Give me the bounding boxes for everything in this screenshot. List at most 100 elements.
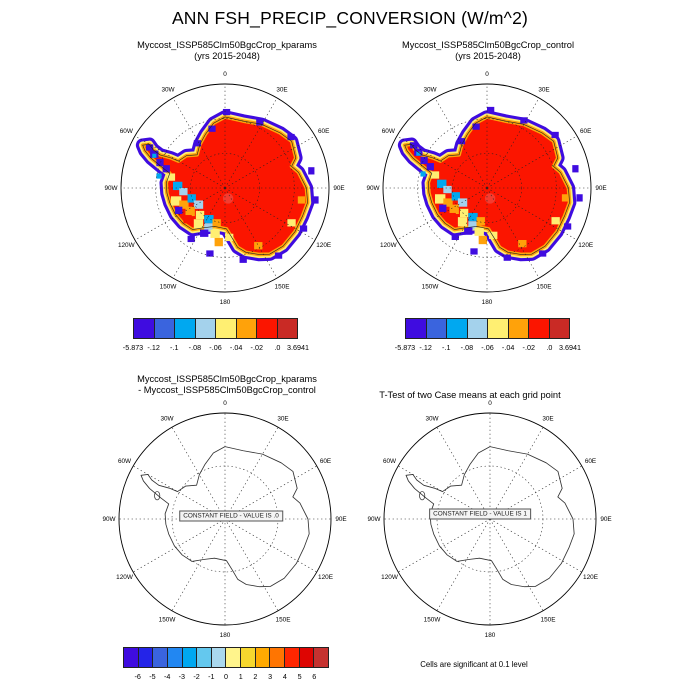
meridian-gridline: [134, 187, 226, 241]
colorbar-cells: [133, 318, 298, 339]
colorbar-cell: [174, 319, 195, 338]
longitude-label: 60E: [585, 458, 596, 465]
panel-title-line2: (yrs 2015-2048): [455, 50, 521, 61]
constant-field-label-ttest: CONSTANT FIELD - VALUE IS 1: [429, 508, 531, 520]
significance-footnote: Cells are significant at 0.1 level: [420, 660, 528, 669]
colorbar-tick-label: 3.6941: [287, 343, 309, 352]
continent-layer: [397, 106, 583, 262]
panel-title-line2: (yrs 2015-2048): [194, 50, 260, 61]
colorbar-cells: [123, 647, 329, 668]
meridian-gridline: [489, 518, 582, 573]
panel-title-line1: Myccost_ISSP585Clm50BgcCrop_kparams: [137, 40, 317, 50]
colorbar-cell: [276, 319, 297, 338]
longitude-label: 120W: [116, 574, 134, 581]
colorbar-cell: [240, 648, 255, 667]
latitude-gridline: [417, 118, 557, 258]
panel-title-line2: - Myccost_ISSP585Clm50BgcCrop_control: [138, 384, 316, 395]
meridian-gridline: [486, 187, 578, 241]
longitude-label: 150E: [276, 617, 291, 624]
colorbar-tick-label: 0: [224, 672, 228, 681]
colorbar-cell: [269, 648, 285, 667]
colorbar-tick-label: -4: [163, 672, 171, 681]
coastline: [140, 446, 310, 588]
colorbar-cell: [134, 319, 154, 338]
meridian-gridline: [396, 187, 488, 241]
meridian-gridline: [434, 187, 488, 279]
longitude-label: 120W: [118, 242, 136, 249]
colorbar-tick-label: -.02: [522, 343, 535, 352]
colorbar-tick-label: .0: [274, 343, 281, 352]
colorbar-cell: [235, 319, 256, 338]
meridian-gridline: [224, 187, 316, 241]
colorbar-cell: [466, 319, 487, 338]
coastline: [404, 116, 570, 255]
longitude-label: 60W: [383, 458, 397, 465]
panel-title-top-right: Myccost_ISSP585Clm50BgcCrop_control (yrs…: [338, 40, 638, 61]
figure-title: ANN FSH_PRECIP_CONVERSION (W/m^2): [171, 8, 529, 28]
colorbar-tick-label: -.12: [147, 343, 160, 352]
longitude-label: 90W: [367, 516, 381, 523]
colorbar-tick-label: -2: [193, 672, 200, 681]
colorbar-tick-label: -.1: [170, 343, 179, 352]
meridian-gridline: [398, 465, 491, 520]
latitude-gridline: [436, 465, 544, 573]
longitude-label: 30E: [276, 86, 287, 93]
colorbar-cell: [284, 648, 299, 667]
colorbar-labels: -5.873 -.12 -.1 -.08 -.06 -.04 -.02 .0 3.6941: [395, 343, 581, 353]
coastline: [405, 446, 575, 588]
longitude-label: 180: [220, 632, 231, 639]
longitude-label: 60W: [118, 458, 132, 465]
meridian-gridline: [224, 518, 317, 573]
colorbar-tick-label: 4: [282, 672, 287, 681]
longitude-label: 120W: [380, 242, 398, 249]
meridian-gridline: [396, 135, 488, 189]
continent-layer: [405, 446, 575, 588]
longitude-label: 0: [488, 400, 492, 407]
colorbar-cell: [194, 319, 215, 338]
longitude-label: 90E: [333, 185, 344, 192]
map-boundary: [120, 83, 330, 293]
panel-title-bottom-left: Myccost_ISSP585Clm50BgcCrop_kparams - My…: [77, 374, 377, 395]
colorbar-tick-label: -.1: [442, 343, 451, 352]
colorbar-cell: [210, 648, 226, 667]
longitude-label: 90W: [104, 185, 118, 192]
colorbar-labels: -6 -5 -4 -3 -2 -1 0 1 2 3 4 5 6: [123, 672, 329, 682]
colorbar-tick-label: 2: [253, 672, 258, 681]
colorbar-cell: [152, 648, 167, 667]
longitude-label: 30W: [160, 416, 174, 423]
longitude-label: 60W: [382, 128, 396, 135]
colorbar-difference: -6 -5 -4 -3 -2 -1 0 1 2 3 4 5 6: [123, 647, 329, 682]
colorbar-tick-label: -1: [208, 672, 215, 681]
colorbar-tick-label: 6: [312, 672, 317, 681]
colorbar-tick-label: -.08: [460, 343, 474, 352]
constant-field-label-difference: CONSTANT FIELD - VALUE IS .0: [179, 510, 283, 522]
colorbar-cell: [446, 319, 467, 338]
continent-layer: [135, 108, 319, 263]
colorbar-tick-label: -5.873: [122, 343, 144, 352]
meridian-gridline: [486, 187, 540, 279]
meridian-gridline: [486, 97, 540, 189]
panel-title-line1: Myccost_ISSP585Clm50BgcCrop_control: [401, 40, 575, 50]
colorbar-cell: [548, 319, 569, 338]
colorbar-tick-label: -3: [178, 672, 186, 681]
island-outline: [154, 491, 161, 501]
colorbar-cell: [137, 648, 153, 667]
colorbar-tick-label: -5: [149, 672, 156, 681]
longitude-label: 150W: [159, 617, 177, 624]
colorbar-cell: [298, 648, 314, 667]
colorbar-cell: [215, 319, 236, 338]
colorbar-labels: -5.873 -.12 -.1 -.08 -.06 -.04 -.02 .0 3.6941: [123, 343, 309, 353]
antarctica-map-ttest: 0 30E 60E 90E 120E 150E 180 150W 120W 90W 60W 30W: [367, 400, 611, 639]
longitude-label: 120E: [583, 574, 598, 581]
antarctica-map-kparams: 0 30E 60E 90E 120E 150E 180 150W 120W 90W 60W 30W: [104, 71, 344, 306]
map-boundary: [118, 412, 332, 626]
longitude-label: 90W: [102, 516, 116, 523]
colorbar-tick-label: -.04: [229, 343, 243, 352]
longitude-label: 30E: [277, 416, 288, 423]
colorbar-tick-label: -.08: [188, 343, 202, 352]
longitude-label: 60E: [318, 128, 329, 135]
longitude-label: 90E: [335, 516, 346, 523]
colorbar-tick-label: -.02: [250, 343, 263, 352]
colorbar-cell: [166, 648, 182, 667]
